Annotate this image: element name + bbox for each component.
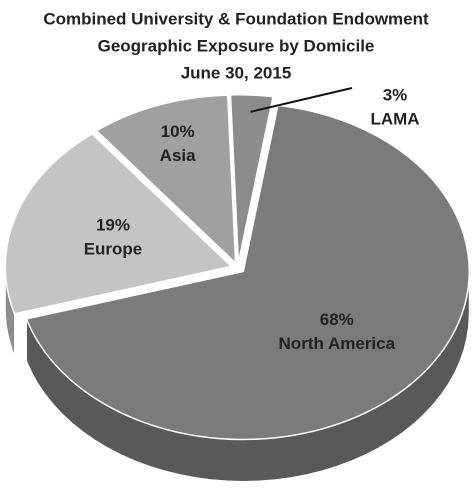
pie-tops — [4, 94, 471, 441]
category-label: Asia — [160, 146, 196, 165]
value-label: 19% — [96, 216, 130, 235]
pie-slice — [4, 133, 233, 315]
leader-line — [250, 87, 353, 113]
pie-slice — [25, 104, 471, 441]
category-label: North America — [279, 334, 396, 353]
chart-title: June 30, 2015 — [181, 63, 292, 82]
chart-title: Geographic Exposure by Domicile — [98, 36, 375, 55]
category-label: Europe — [84, 240, 143, 259]
pie-labels: 3% LAMA 68% North America 19% Europe 10% Asia — [84, 85, 420, 352]
value-label: 10% — [161, 122, 195, 141]
chart-title: Combined University & Foundation Endowme… — [43, 9, 429, 28]
value-label: 3% — [383, 85, 408, 104]
category-label: LAMA — [370, 109, 419, 128]
pie-slice — [95, 94, 237, 265]
value-label: 68% — [320, 310, 354, 329]
pie-slice — [229, 94, 274, 263]
